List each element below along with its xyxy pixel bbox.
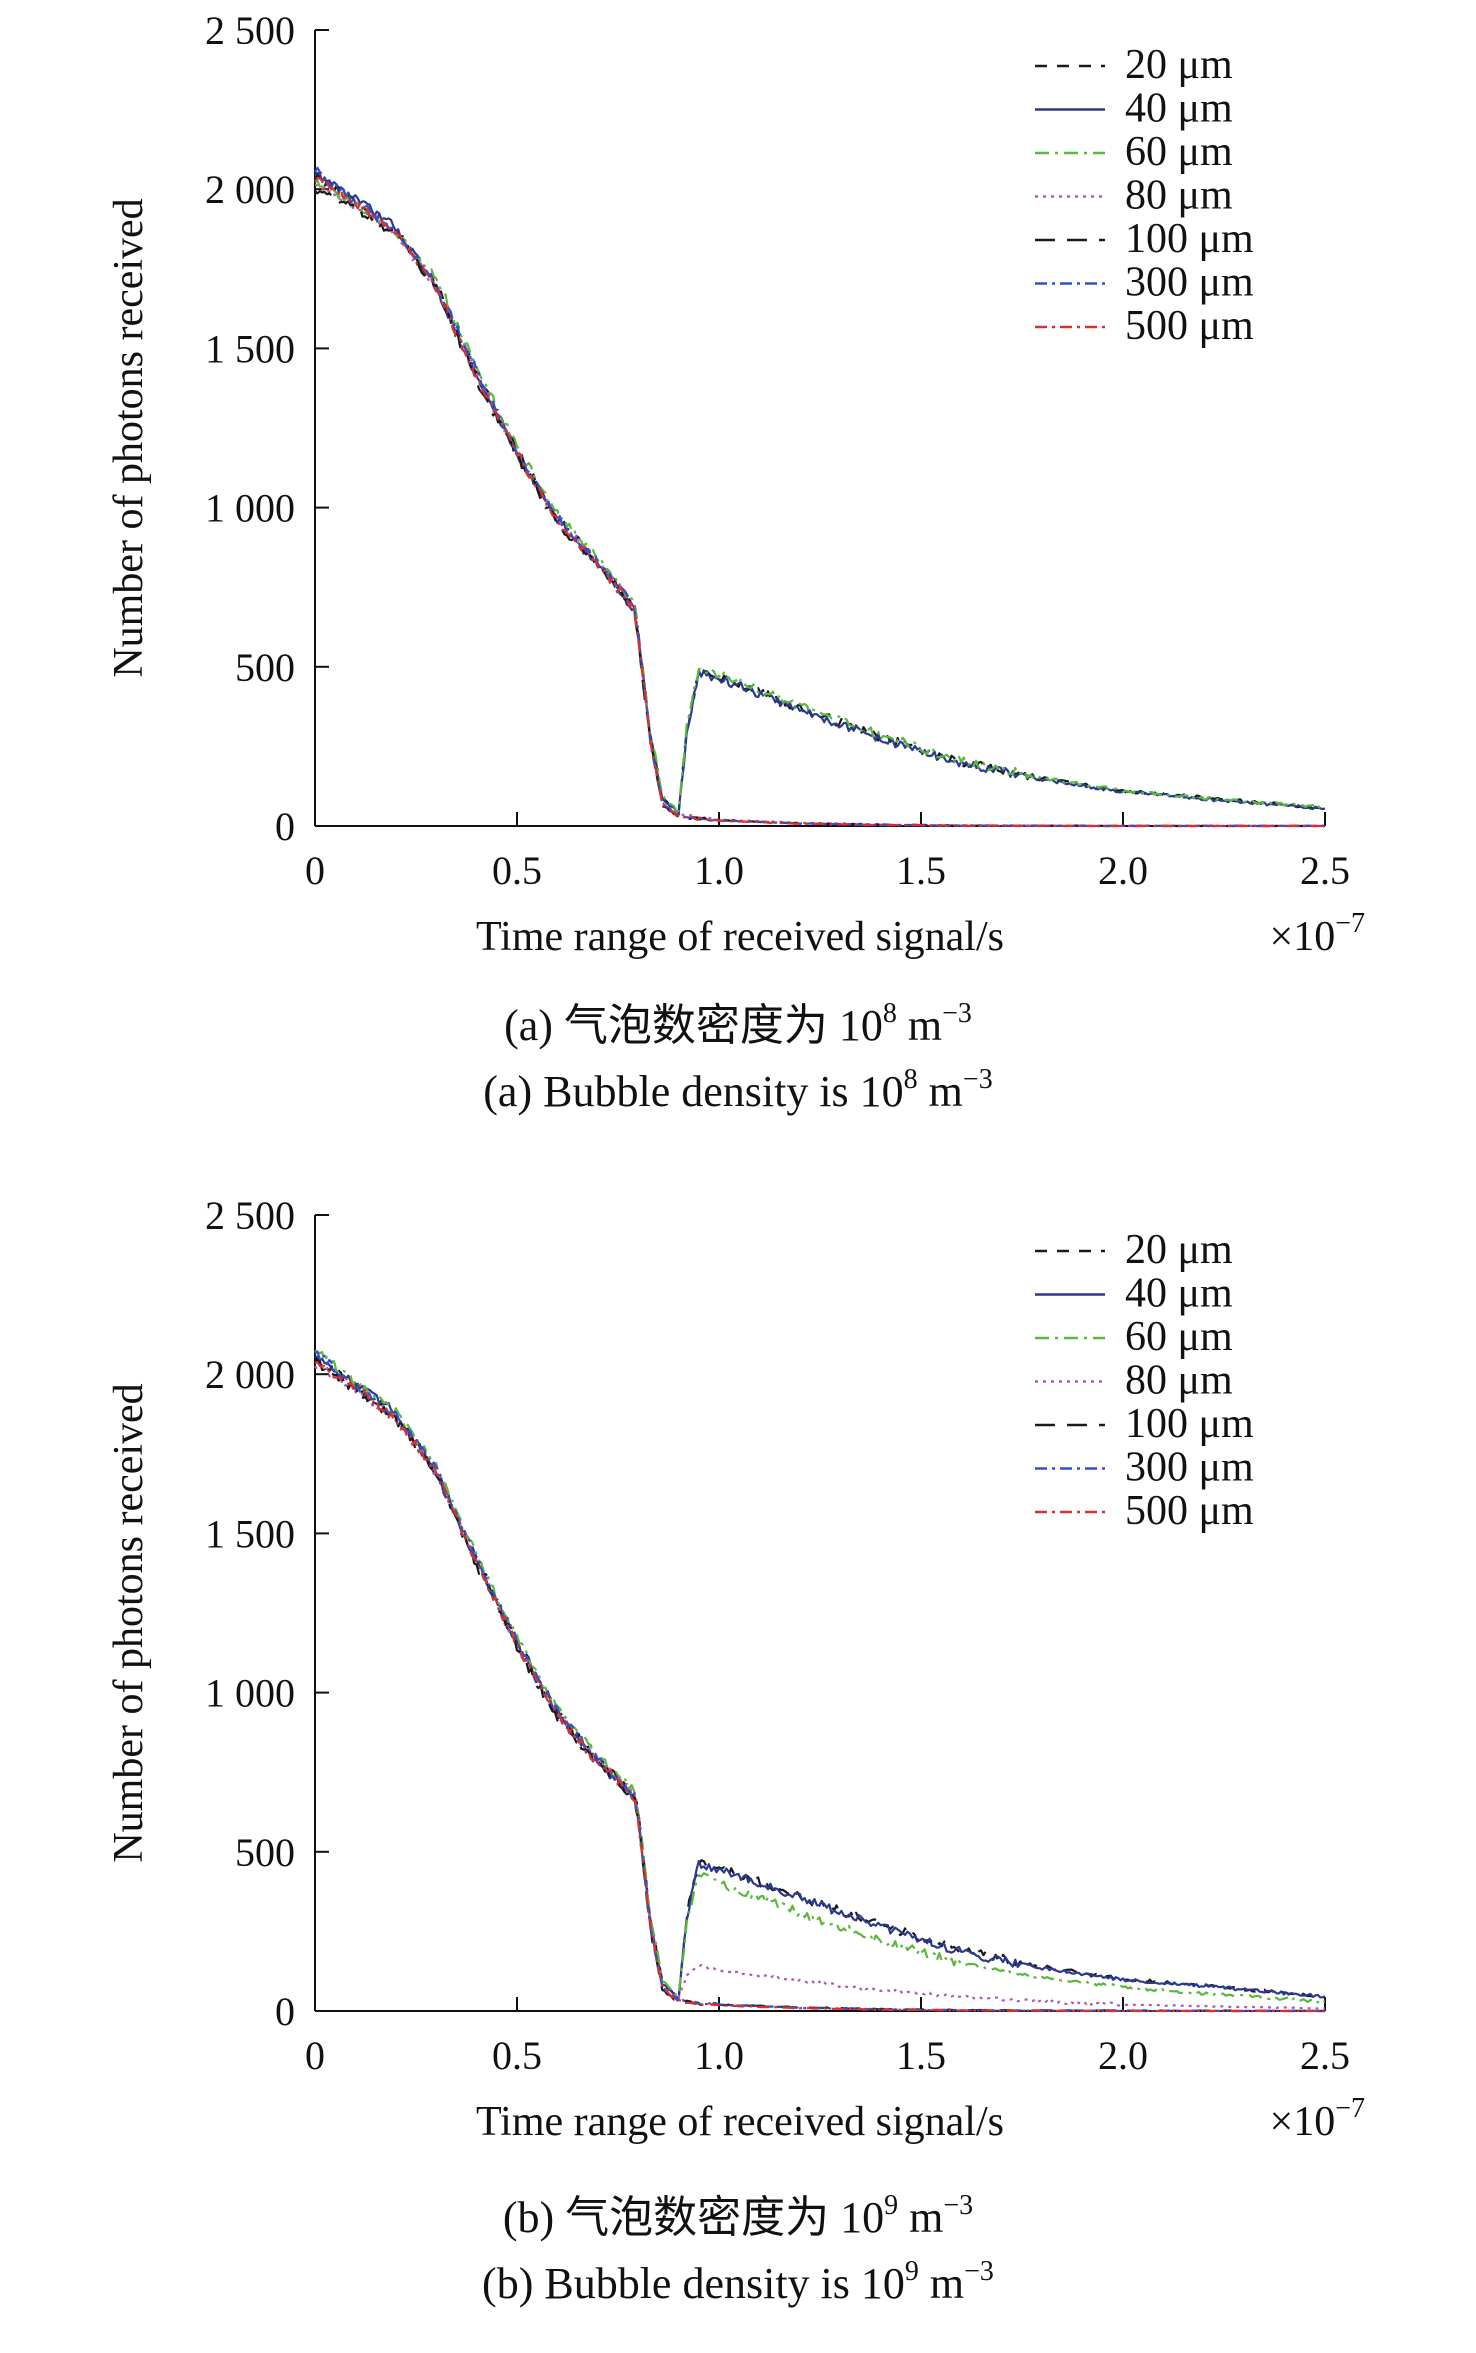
x-axis-label: Time range of received signal/s bbox=[476, 914, 1004, 960]
x-tick-label: 2.0 bbox=[1098, 2033, 1148, 2078]
caption-en-b: (b) Bubble density is 109 m−3 bbox=[482, 2256, 994, 2308]
x-tick-label: 1.5 bbox=[896, 2033, 946, 2078]
x-axis-multiplier: ×10−7 bbox=[1270, 2093, 1365, 2145]
y-tick-label: 2 500 bbox=[205, 1193, 295, 1238]
x-tick-label: 2.5 bbox=[1300, 2033, 1350, 2078]
legend-label: 60 μm bbox=[1125, 1314, 1233, 1360]
legend-label: 20 μm bbox=[1125, 1227, 1233, 1273]
legend-label: 60 μm bbox=[1125, 129, 1233, 175]
x-axis-multiplier: ×10−7 bbox=[1270, 908, 1365, 960]
legend-label: 100 μm bbox=[1125, 216, 1254, 262]
x-tick-label: 2.0 bbox=[1098, 848, 1148, 893]
caption-en-a: (a) Bubble density is 108 m−3 bbox=[483, 1064, 992, 1116]
x-tick-label: 0.5 bbox=[492, 848, 542, 893]
legend-label: 20 μm bbox=[1125, 42, 1233, 88]
legend-label: 80 μm bbox=[1125, 1358, 1233, 1404]
series-line-6 bbox=[314, 177, 1326, 828]
legend-label: 500 μm bbox=[1125, 303, 1254, 349]
y-axis-label: Number of photons received bbox=[106, 198, 152, 677]
legend-label: 80 μm bbox=[1125, 173, 1233, 219]
x-tick-label: 0.5 bbox=[492, 2033, 542, 2078]
y-tick-label: 2 000 bbox=[205, 167, 295, 212]
legend-label: 40 μm bbox=[1125, 86, 1233, 132]
y-tick-label: 1 500 bbox=[205, 1511, 295, 1556]
y-tick-label: 0 bbox=[275, 804, 295, 849]
y-tick-label: 2 500 bbox=[205, 8, 295, 53]
y-tick-label: 1 000 bbox=[205, 1671, 295, 1716]
x-tick-label: 1.5 bbox=[896, 848, 946, 893]
y-tick-label: 0 bbox=[275, 1989, 295, 2034]
y-tick-label: 1 000 bbox=[205, 486, 295, 531]
legend-label: 300 μm bbox=[1125, 1445, 1254, 1491]
y-tick-label: 500 bbox=[235, 1830, 295, 1875]
caption-cn-b: (b) 气泡数密度为 109 m−3 bbox=[503, 2190, 973, 2242]
legend-label: 300 μm bbox=[1125, 260, 1254, 306]
x-tick-label: 1.0 bbox=[694, 2033, 744, 2078]
caption-cn-a: (a) 气泡数密度为 108 m−3 bbox=[504, 998, 972, 1050]
chart-panel-b: 0 500 1 000 1 500 2 000 2 500 0 0.5 1.0 1.5 2.0 2.5… bbox=[106, 1193, 1365, 2145]
legend-label: 100 μm bbox=[1125, 1401, 1254, 1447]
x-axis-label: Time range of received signal/s bbox=[476, 2099, 1004, 2145]
x-tick-label: 0 bbox=[305, 2033, 325, 2078]
y-tick-label: 1 500 bbox=[205, 326, 295, 371]
x-tick-label: 1.0 bbox=[694, 848, 744, 893]
y-tick-label: 2 000 bbox=[205, 1352, 295, 1397]
series-line-2 bbox=[314, 179, 1326, 813]
y-axis-label: Number of photons received bbox=[106, 1383, 152, 1862]
legend-label: 500 μm bbox=[1125, 1488, 1254, 1534]
legend-label: 40 μm bbox=[1125, 1271, 1233, 1317]
y-tick-label: 500 bbox=[235, 645, 295, 690]
x-tick-label: 0 bbox=[305, 848, 325, 893]
series-line-6 bbox=[314, 1361, 1326, 2013]
chart-panel-a: 0 500 1 000 1 500 2 000 2 500 0 0.5 1.0 1.5 2.0 2.5… bbox=[106, 8, 1365, 960]
x-tick-label: 2.5 bbox=[1300, 848, 1350, 893]
